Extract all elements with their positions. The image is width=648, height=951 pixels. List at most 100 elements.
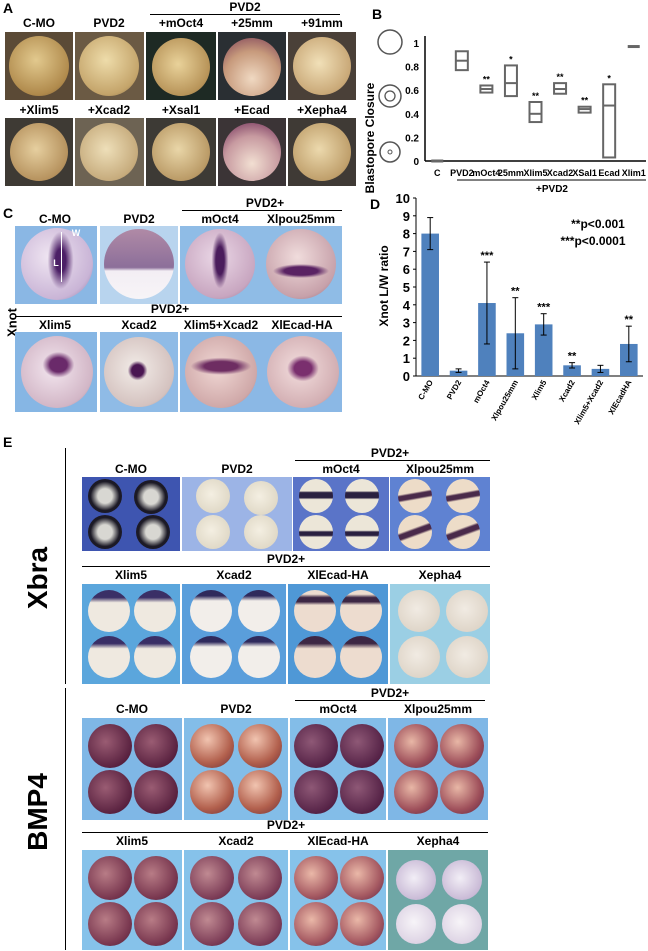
embryo — [134, 770, 178, 814]
e-xbra-bottom-label: Xlim5 — [114, 568, 147, 582]
closure-icon-open — [377, 29, 403, 55]
embryo — [80, 123, 138, 181]
embryo — [9, 36, 69, 96]
embryo — [340, 770, 384, 814]
a-bottom-label: +Xcad2 — [87, 103, 131, 117]
chart-d-bar — [534, 324, 553, 376]
embryo — [299, 515, 333, 549]
panel-label-d: D — [370, 196, 381, 212]
embryo — [190, 856, 234, 900]
embryo — [10, 123, 68, 181]
embryo — [21, 228, 93, 300]
e-bmp-top-label: C-MO — [116, 702, 148, 716]
chart-b-box — [503, 64, 518, 98]
embryo — [238, 770, 282, 814]
chart-b-xlabel: Xlim1 — [622, 168, 646, 178]
chart-d-sig: *** — [537, 302, 551, 314]
chart-d-xlabel: mOct4 — [471, 378, 492, 405]
embryo — [238, 724, 282, 768]
e-bmp-photo-cmo — [82, 718, 182, 820]
a-photo-xepha4 — [288, 118, 356, 186]
c-photo-pvd2 — [100, 226, 178, 304]
embryo — [299, 479, 333, 513]
embryo — [238, 856, 282, 900]
embryo — [196, 515, 230, 549]
e-xbra-bottom-label: Xepha4 — [418, 568, 462, 582]
chart-b-box — [528, 101, 543, 124]
chart-b-xlabel: Xcad2 — [547, 168, 574, 178]
a-photo-cmo — [5, 32, 73, 100]
e-bmp-bottom-label: Xcad2 — [218, 834, 254, 848]
e-bmp-photo-xlim5 — [82, 850, 182, 950]
chart-d-note2: ***p<0.0001 — [560, 234, 625, 248]
a-bottom-label: +Xlim5 — [19, 103, 59, 117]
embryo — [394, 770, 438, 814]
chart-d-xlabel: Xlim5+Xcad2 — [573, 378, 606, 425]
embryo — [152, 123, 210, 181]
e-bmp-header-bottom: PVD2+ — [266, 818, 306, 832]
chart-d-xlabel: Xcad2 — [557, 378, 577, 403]
chart-b-ytick: 0.6 — [405, 86, 419, 97]
embryo — [294, 590, 336, 632]
embryo — [134, 724, 178, 768]
embryo — [190, 902, 234, 946]
c-photo-25mm — [260, 226, 342, 304]
embryo — [345, 515, 379, 549]
embryo — [446, 636, 488, 678]
chart-d-yticks: 0 1 2 3 4 5 6 7 8 9 10 — [396, 191, 416, 384]
a-photo-91mm — [288, 32, 356, 100]
c-bottom-label: Xlim5+Xcad2 — [183, 318, 259, 332]
embryo — [190, 590, 232, 632]
chart-d-bar — [449, 370, 468, 376]
e-divider-bmp4 — [65, 688, 66, 950]
embryo — [238, 590, 280, 632]
a-bottom-label: +Ecad — [234, 103, 270, 117]
a-photo-xlim5 — [5, 118, 73, 186]
chart-b-box — [602, 83, 617, 159]
e-xbra-header-bottom-line — [82, 566, 490, 567]
chart-b: Blastopore Closure 00.20.40.60.81 ******… — [364, 29, 646, 195]
c-header-top: PVD2+ — [245, 196, 285, 210]
embryo — [134, 590, 176, 632]
e-bmp-header-bottom-line — [82, 832, 488, 833]
e-bmp-header-top-line — [295, 700, 485, 701]
chart-b-ylabel: Blastopore Closure — [364, 82, 377, 193]
embryo — [134, 856, 178, 900]
embryo — [294, 856, 338, 900]
e-xbra-photo-moct4 — [293, 477, 389, 551]
e-xbra-photo-25mm — [390, 477, 490, 551]
a-top-label: +25mm — [231, 16, 273, 30]
chart-b-ytick: 1 — [413, 39, 419, 50]
e-bmp-header-top: PVD2+ — [370, 686, 410, 700]
e-bmp-photo-xcad2 — [184, 850, 288, 950]
a-header: PVD2 — [229, 0, 261, 14]
embryo — [446, 590, 488, 632]
a-photo-xcad2 — [75, 118, 144, 186]
panel-label-c: C — [3, 205, 14, 221]
e-xbra-header-top-line — [295, 460, 490, 461]
closure-icon-closed — [379, 141, 401, 163]
chart-d-ytick: 6 — [403, 262, 410, 277]
e-xbra-top-label: PVD2 — [221, 462, 253, 476]
e-xbra-photo-pvd2 — [182, 477, 292, 551]
e-bmp-photo-moct4 — [290, 718, 386, 820]
c-top-label: Xlpou25mm — [266, 212, 335, 226]
chart-d-note1: **p<0.001 — [571, 217, 625, 231]
chart-d-ytick: 3 — [403, 316, 410, 331]
a-photo-ecad — [218, 118, 286, 186]
embryo — [88, 902, 132, 946]
chart-b-yticks: 0 0.2 0.4 0.6 0.8 1 — [405, 39, 419, 168]
embryo — [394, 724, 438, 768]
embryo — [293, 37, 351, 95]
embryo — [266, 229, 336, 299]
embryo — [293, 123, 351, 181]
e-label-bmp4: BMP4 — [22, 773, 53, 851]
e-xbra-top-label: C-MO — [115, 462, 147, 476]
embryo — [185, 229, 255, 299]
embryo — [294, 724, 338, 768]
chart-d-xlabel: XlEcadHA — [607, 378, 634, 416]
embryo — [244, 515, 278, 549]
embryo — [88, 515, 122, 549]
